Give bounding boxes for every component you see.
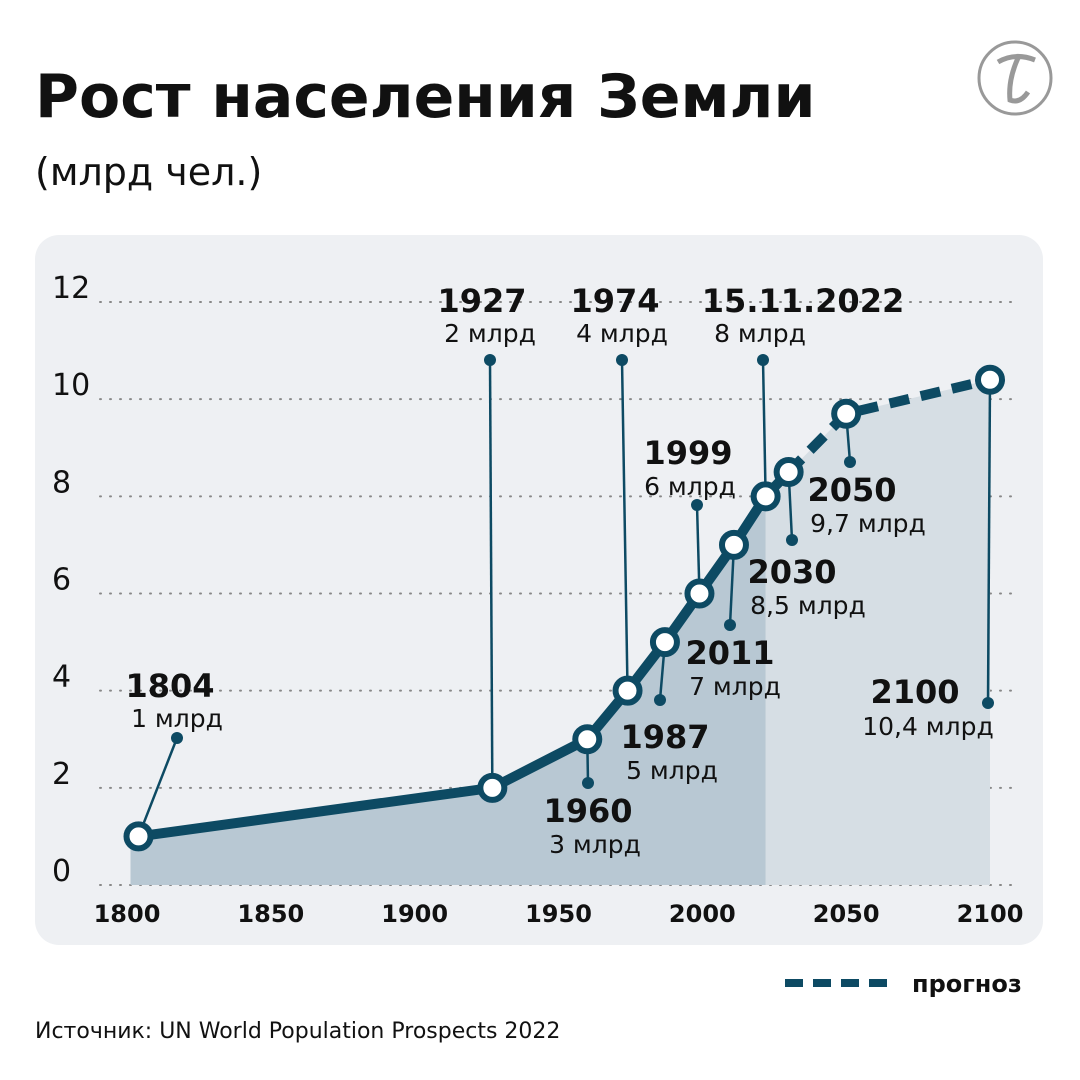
point: [718, 529, 749, 560]
x-tick-label: 2100: [957, 900, 1024, 928]
point: [684, 578, 715, 609]
annotation-value: 6 млрд: [644, 472, 736, 501]
y-tick-label: 4: [52, 660, 71, 695]
point: [649, 627, 680, 658]
annotation-dot: [616, 354, 628, 366]
annotation-value: 9,7 млрд: [810, 509, 926, 538]
annotation-dot: [582, 777, 594, 789]
legend-label: прогноз: [912, 970, 1022, 998]
annotation-title: 1974: [570, 282, 659, 320]
point: [572, 724, 603, 755]
point: [750, 481, 781, 512]
annotation-dot: [654, 694, 666, 706]
annotation-stem: [986, 379, 992, 704]
annotation-dot: [757, 354, 769, 366]
source: Источник: UN World Population Prospects …: [35, 1019, 560, 1044]
annotation-title: 1987: [620, 718, 709, 756]
annotation-dot: [724, 619, 736, 631]
chart-subtitle: (млрд чел.): [35, 150, 262, 194]
annotation-stem: [137, 737, 179, 837]
x-tick-label: 1950: [525, 900, 592, 928]
point: [831, 398, 862, 429]
annotation-title: 1804: [125, 667, 214, 705]
area-history: [130, 496, 766, 885]
y-tick-label: 8: [52, 465, 71, 500]
annotation-title: 15.11.2022: [702, 282, 904, 320]
annotation-stem: [488, 359, 494, 788]
annotation-stem: [761, 359, 767, 497]
annotation-value: 5 млрд: [626, 756, 718, 785]
annotation-title: 2030: [747, 553, 836, 591]
annotation-dot: [691, 499, 703, 511]
annotation-value: 4 млрд: [576, 319, 668, 348]
point: [477, 772, 508, 803]
y-tick-label: 0: [52, 854, 71, 889]
annotation-dot: [786, 534, 798, 546]
y-tick-label: 6: [52, 563, 71, 598]
annotation-value: 8,5 млрд: [750, 591, 866, 620]
point: [612, 675, 643, 706]
y-tick-label: 12: [52, 271, 90, 306]
x-tick-label: 1850: [237, 900, 304, 928]
y-tick-label: 2: [52, 757, 71, 792]
annotation-title: 1999: [643, 434, 732, 472]
line-forecast: [761, 374, 992, 500]
annotation-dot: [844, 456, 856, 468]
annotation-dot: [484, 354, 496, 366]
x-tick-label: 1900: [381, 900, 448, 928]
area-forecast: [765, 379, 990, 885]
annotation-value: 3 млрд: [549, 830, 641, 859]
annotation-dot: [982, 697, 994, 709]
x-tick-label: 1800: [94, 900, 161, 928]
y-tick-label: 10: [52, 368, 90, 403]
point: [975, 364, 1005, 395]
point: [123, 821, 154, 852]
annotation-title: 2011: [685, 634, 774, 672]
annotation-value: 1 млрд: [131, 704, 223, 733]
annotation-value: 7 млрд: [689, 672, 781, 701]
annotation-title: 2100: [870, 673, 959, 711]
x-tick-label: 2050: [813, 900, 880, 928]
annotation-value: 2 млрд: [444, 319, 536, 348]
annotation-stem: [620, 359, 629, 691]
annotation-dot: [171, 732, 183, 744]
x-tick-label: 2000: [669, 900, 736, 928]
annotation-value: 8 млрд: [714, 319, 806, 348]
annotation-title: 1960: [543, 792, 632, 830]
logo: [977, 40, 1053, 116]
annotation-value: 10,4 млрд: [862, 712, 994, 741]
point: [773, 457, 804, 488]
chart-title: Рост населения Земли: [35, 62, 816, 132]
annotation-title: 1927: [437, 282, 526, 320]
annotation-title: 2050: [807, 471, 896, 509]
